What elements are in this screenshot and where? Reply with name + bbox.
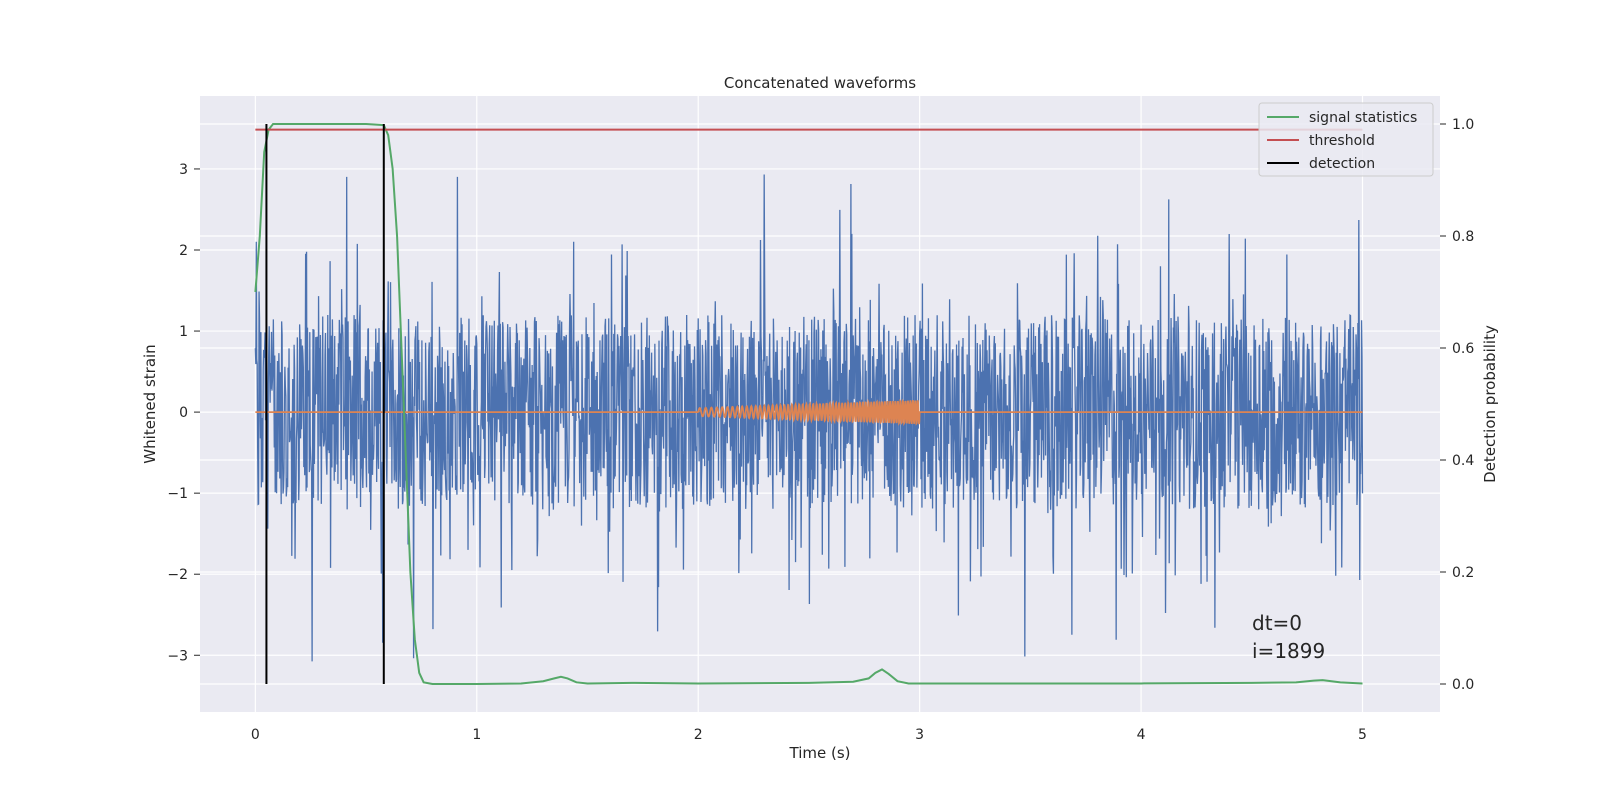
x-tick-label: 0 — [251, 727, 260, 743]
legend-label-threshold: threshold — [1309, 133, 1375, 149]
strain-line — [254, 174, 1364, 662]
legend-box — [1258, 102, 1434, 177]
annotation-group: dt=0 i=1899 — [1252, 611, 1325, 663]
annotation-i: i=1899 — [1252, 639, 1325, 663]
legend: signal statistics threshold detection — [1258, 102, 1434, 177]
y-tick-label: −1 — [167, 486, 188, 502]
x-tick-label: 4 — [1137, 727, 1146, 743]
x-axis-label: Time (s) — [789, 744, 851, 762]
y-tick-label: −3 — [167, 648, 188, 664]
y-tick-label: −2 — [167, 567, 188, 583]
series-layer — [254, 123, 1364, 685]
y2-tick-label: 0.4 — [1452, 453, 1474, 469]
injected-waveform-line — [255, 398, 1363, 427]
y2-tick-label: 0.8 — [1452, 229, 1474, 245]
signal-statistics-line — [254, 123, 1363, 685]
y-tick-label: 1 — [179, 324, 188, 340]
legend-label-signal: signal statistics — [1309, 110, 1417, 126]
axes: 0 1 2 3 4 5 −3 −2 −1 0 1 2 3 0.0 0.2 0.4 0.6 0.8 1.0 — [167, 117, 1474, 743]
y2-tick-label: 0.0 — [1452, 677, 1474, 693]
y-tick-label: 3 — [179, 162, 188, 178]
legend-label-detection: detection — [1309, 156, 1375, 172]
x-tick-label: 3 — [915, 727, 924, 743]
y-tick-label: 0 — [179, 405, 188, 421]
y2-axis-label: Detection probability — [1481, 325, 1499, 483]
x-tick-label: 1 — [472, 727, 481, 743]
y-tick-label: 2 — [179, 243, 188, 259]
y2-tick-label: 0.2 — [1452, 565, 1474, 581]
annotation-dt: dt=0 — [1252, 611, 1302, 635]
x-tick-label: 5 — [1358, 727, 1367, 743]
y-axis-label: Whitened strain — [141, 344, 159, 463]
x-tick-label: 2 — [694, 727, 703, 743]
y2-tick-label: 1.0 — [1452, 117, 1474, 133]
chart-title: Concatenated waveforms — [724, 74, 916, 92]
y2-tick-label: 0.6 — [1452, 341, 1474, 357]
